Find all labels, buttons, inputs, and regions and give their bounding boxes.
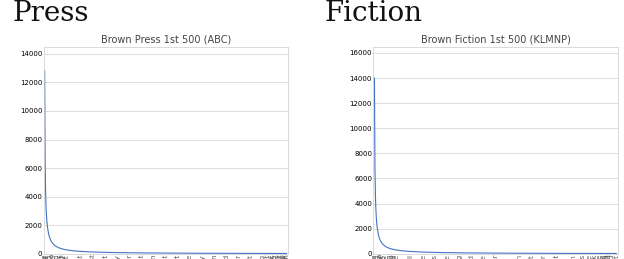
Text: Fiction: Fiction (324, 0, 422, 27)
Title: Brown Fiction 1st 500 (KLMNP): Brown Fiction 1st 500 (KLMNP) (421, 34, 570, 45)
Title: Brown Press 1st 500 (ABC): Brown Press 1st 500 (ABC) (100, 34, 231, 45)
Text: Press: Press (12, 0, 89, 27)
